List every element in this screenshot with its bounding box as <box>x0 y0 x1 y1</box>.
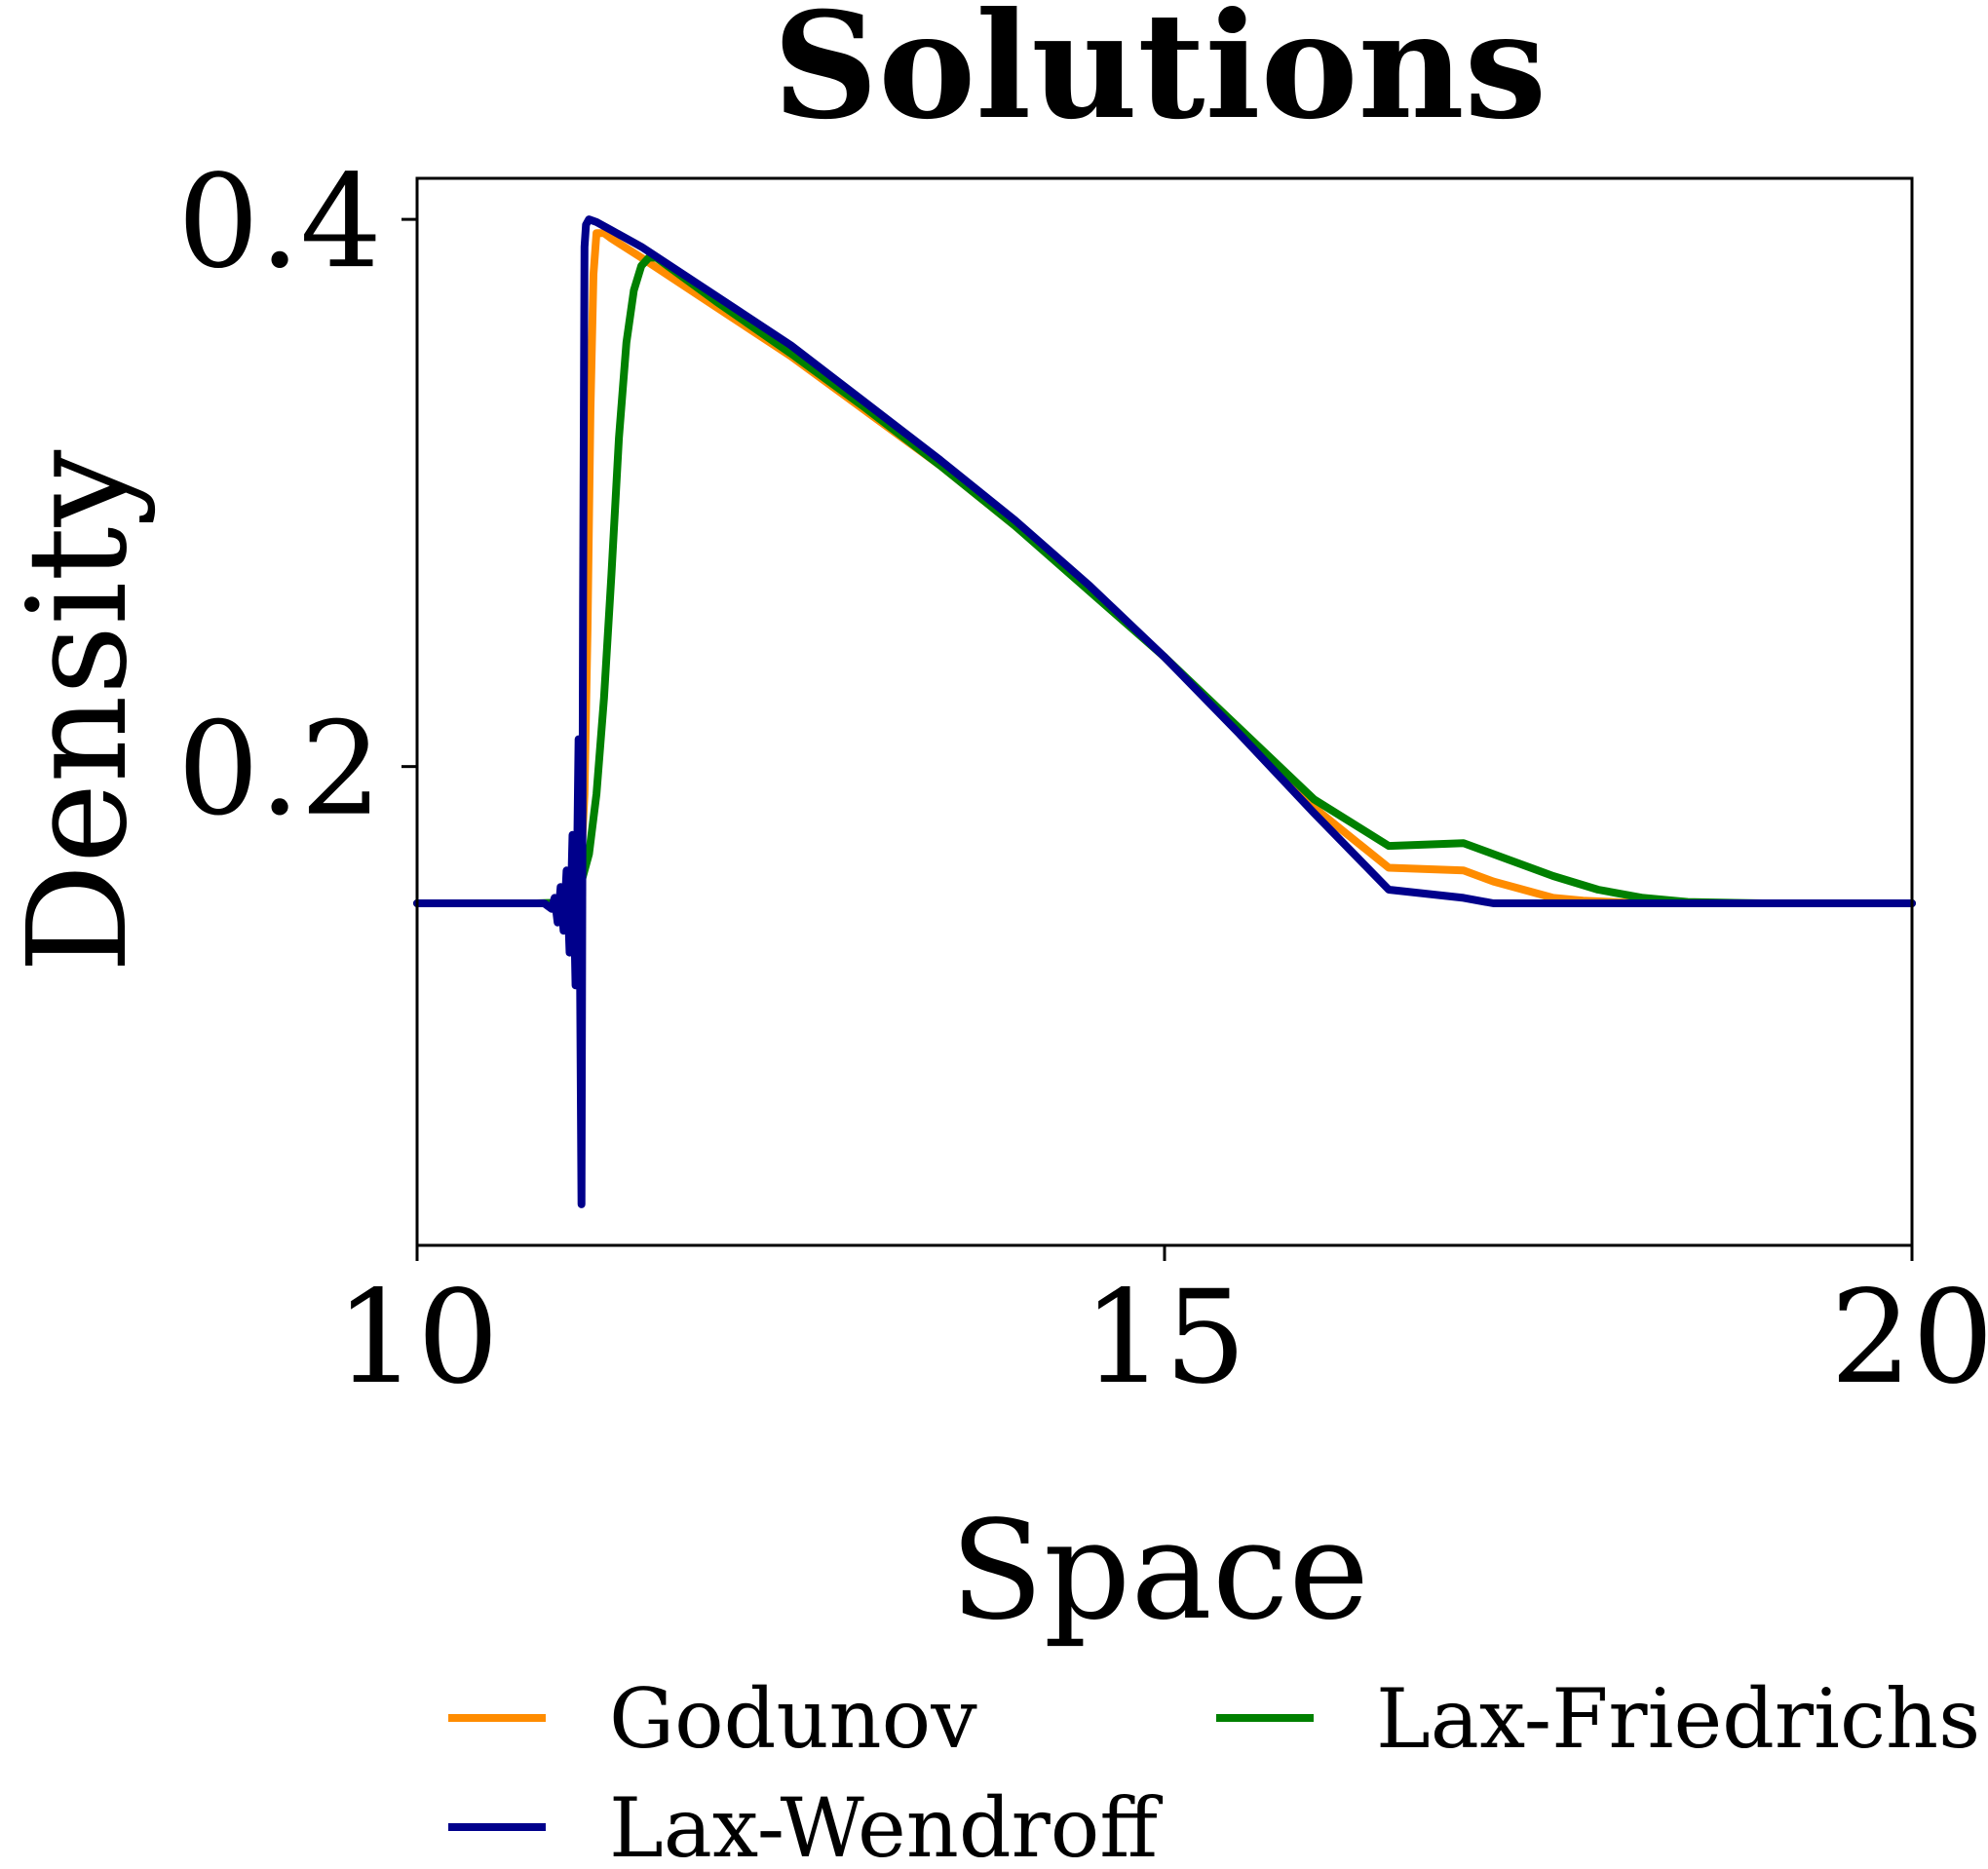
y-tick-label: 0.4 <box>177 147 382 297</box>
x-tick-label: 15 <box>1083 1263 1246 1413</box>
x-tick-label: 20 <box>1830 1263 1988 1413</box>
legend: Godunov Lax-Friedrichs Lax-Wendroff <box>448 1671 1980 1869</box>
x-tick-label: 10 <box>335 1263 499 1413</box>
series-line-1 <box>413 253 1916 907</box>
y-tick-label: 0.2 <box>177 695 382 845</box>
legend-label-2: Lax-Wendroff <box>609 1780 1163 1864</box>
series-line-2 <box>413 215 1916 1208</box>
x-axis-ticks: 10 15 20 <box>335 1245 1988 1413</box>
series-line-0 <box>413 229 1916 907</box>
plot-frame <box>415 176 1914 1247</box>
x-axis-label: Space <box>950 1492 1369 1651</box>
y-axis-ticks: 0.2 0.4 <box>177 147 417 845</box>
legend-label-1: Lax-Friedrichs <box>1376 1671 1980 1767</box>
plot-area: 10 15 20 0.2 0.4 <box>177 147 1988 1413</box>
y-axis-label: Density <box>0 449 158 973</box>
series-layer <box>413 215 1916 1208</box>
legend-label-0: Godunov <box>609 1671 977 1767</box>
chart-title: Solutions <box>773 0 1547 152</box>
